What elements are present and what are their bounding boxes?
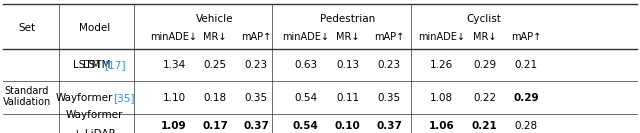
Text: 0.29: 0.29 xyxy=(473,60,496,70)
Text: minADE↓: minADE↓ xyxy=(150,32,198,42)
Text: 0.21: 0.21 xyxy=(472,121,497,131)
Text: Wayformer: Wayformer xyxy=(66,110,124,120)
Text: 0.10: 0.10 xyxy=(335,121,360,131)
Text: LSTM: LSTM xyxy=(83,60,110,70)
Text: 0.54: 0.54 xyxy=(293,121,319,131)
Text: MR↓: MR↓ xyxy=(204,32,227,42)
Text: LSTM: LSTM xyxy=(74,60,100,70)
Text: 1.34: 1.34 xyxy=(163,60,186,70)
Text: 0.25: 0.25 xyxy=(204,60,227,70)
Text: 1.08: 1.08 xyxy=(430,93,453,103)
Text: 0.63: 0.63 xyxy=(294,60,317,70)
Text: [17]: [17] xyxy=(104,60,126,70)
Text: MR↓: MR↓ xyxy=(336,32,359,42)
Text: 0.21: 0.21 xyxy=(515,60,538,70)
Text: [35]: [35] xyxy=(113,93,135,103)
Text: Pedestrian: Pedestrian xyxy=(320,14,375,24)
Text: Model: Model xyxy=(79,23,110,33)
Text: 0.37: 0.37 xyxy=(243,121,269,131)
Text: 0.23: 0.23 xyxy=(244,60,268,70)
Text: 0.18: 0.18 xyxy=(204,93,227,103)
Text: 0.23: 0.23 xyxy=(378,60,401,70)
Text: MR↓: MR↓ xyxy=(473,32,496,42)
Text: 0.35: 0.35 xyxy=(244,93,268,103)
Text: 0.22: 0.22 xyxy=(473,93,496,103)
Text: minADE↓: minADE↓ xyxy=(282,32,330,42)
Text: 0.17: 0.17 xyxy=(202,121,228,131)
Text: 0.29: 0.29 xyxy=(513,93,539,103)
Text: Set: Set xyxy=(19,23,35,33)
Text: 1.10: 1.10 xyxy=(163,93,186,103)
Text: minADE↓: minADE↓ xyxy=(418,32,465,42)
Text: 0.13: 0.13 xyxy=(336,60,359,70)
Text: 1.09: 1.09 xyxy=(161,121,187,131)
Text: Wayformer: Wayformer xyxy=(56,93,113,103)
Text: 0.35: 0.35 xyxy=(378,93,401,103)
Text: 1.06: 1.06 xyxy=(429,121,454,131)
Text: mAP↑: mAP↑ xyxy=(241,32,271,42)
Text: Cyclist: Cyclist xyxy=(467,14,501,24)
Text: LSTM: LSTM xyxy=(81,60,108,70)
Text: 0.28: 0.28 xyxy=(515,121,538,131)
Text: 0.37: 0.37 xyxy=(376,121,402,131)
Text: 0.54: 0.54 xyxy=(294,93,317,103)
Text: Standard
Validation: Standard Validation xyxy=(3,86,51,107)
Text: mAP↑: mAP↑ xyxy=(511,32,541,42)
Text: mAP↑: mAP↑ xyxy=(374,32,404,42)
Text: Vehicle: Vehicle xyxy=(196,14,234,24)
Text: 0.11: 0.11 xyxy=(336,93,359,103)
Text: 1.26: 1.26 xyxy=(430,60,453,70)
Text: + LiDAR: + LiDAR xyxy=(74,129,116,133)
